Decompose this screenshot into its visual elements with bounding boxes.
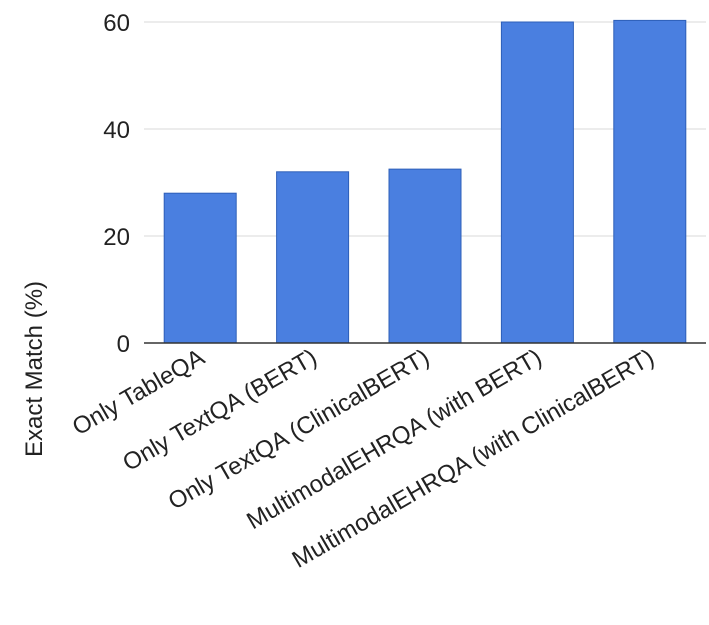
bar-3 (388, 168, 462, 344)
y-tick-label: 20 (103, 224, 130, 251)
x-tick-label: Only TextQA (BERT) (118, 344, 321, 477)
bar-5 (613, 19, 687, 344)
bars (163, 19, 687, 344)
y-tick-label: 40 (103, 117, 130, 144)
y-tick-label: 60 (103, 10, 130, 37)
bar-4 (500, 21, 574, 344)
y-tick-label: 0 (117, 331, 130, 358)
bar-1 (163, 192, 237, 344)
y-axis-title: Exact Match (%) (21, 281, 48, 457)
bar-2 (276, 171, 350, 344)
